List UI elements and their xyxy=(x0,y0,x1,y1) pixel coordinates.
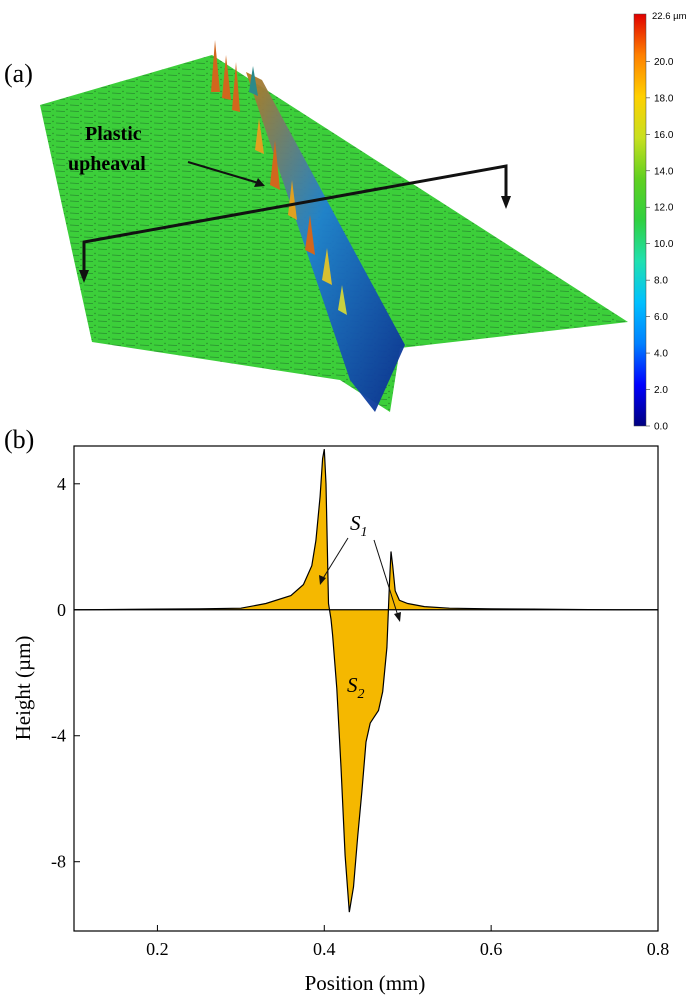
colorbar-tick-label: 6.0 xyxy=(654,312,668,323)
section-arrow-right xyxy=(501,196,511,209)
x-tick-label: 0.2 xyxy=(146,939,169,959)
profile-line xyxy=(73,448,658,913)
colorbar-tick-label: 0.0 xyxy=(654,422,668,433)
x-tick-label: 0.4 xyxy=(313,939,336,959)
s1-arrow-right xyxy=(373,539,399,617)
colorbar-tick-label: 18.0 xyxy=(654,93,674,104)
s1-arrowhead-right xyxy=(394,612,401,622)
annotation-upheaval: upheaval xyxy=(68,153,146,175)
section-line xyxy=(82,164,508,275)
y-axis-label: Height (µm) xyxy=(11,636,35,741)
panel-a-label: (a) xyxy=(4,59,33,88)
x-tick-label: 0.8 xyxy=(647,939,670,959)
x-tick-label: 0.6 xyxy=(480,939,503,959)
y-tick-label: 0 xyxy=(57,600,66,620)
colorbar-tick-label: 16.0 xyxy=(654,130,674,141)
plot-frame xyxy=(73,445,659,932)
colorbar-tick-label: 20.0 xyxy=(654,57,674,68)
colorbar-tick-label: 10.0 xyxy=(654,239,674,250)
section-arrow-left xyxy=(79,270,89,283)
panel-b-label: (b) xyxy=(4,425,34,454)
colorbar-tick-label: 12.0 xyxy=(654,203,674,214)
colorbar-ticks: 20.0 18.0 16.0 14.0 12.0 10.0 8.0 6.0 4.0 2.0 0.0 xyxy=(646,57,674,433)
area-fill xyxy=(74,449,658,913)
colorbar-unit-label: 22.6 µm xyxy=(652,11,687,22)
s1-arrow-left xyxy=(321,537,349,581)
s1-arrowhead-left xyxy=(319,575,326,585)
plot-area: 0.2 0.4 0.6 0.8 4 0 -4 -8 xyxy=(51,448,670,959)
upheaval-peaks xyxy=(211,40,347,315)
colorbar-tick-label: 2.0 xyxy=(654,385,668,396)
colorbar-tick-label: 8.0 xyxy=(654,276,668,287)
colorbar-tick-label: 4.0 xyxy=(654,349,668,360)
annotation-plastic: Plastic xyxy=(85,123,142,145)
y-tick-label: -8 xyxy=(51,852,66,872)
y-tick-label: 4 xyxy=(57,474,66,494)
colorbar xyxy=(633,13,647,427)
scratch-trench xyxy=(246,72,405,412)
panel-b: (b) 0.2 0.4 0.6 0.8 4 0 -4 -8 Position (mm) Hei… xyxy=(4,425,669,995)
annotation-arrow xyxy=(187,161,263,185)
panel-a: (a) Plastic upheaval 2 xyxy=(4,11,687,433)
y-tick-label: -4 xyxy=(51,726,66,746)
annotation-s2: S2 xyxy=(347,673,365,702)
annotation-arrowhead xyxy=(254,178,265,187)
annotation-s1: S1 xyxy=(350,511,368,540)
x-axis-label: Position (mm) xyxy=(305,971,426,995)
colorbar-tick-label: 14.0 xyxy=(654,166,674,177)
